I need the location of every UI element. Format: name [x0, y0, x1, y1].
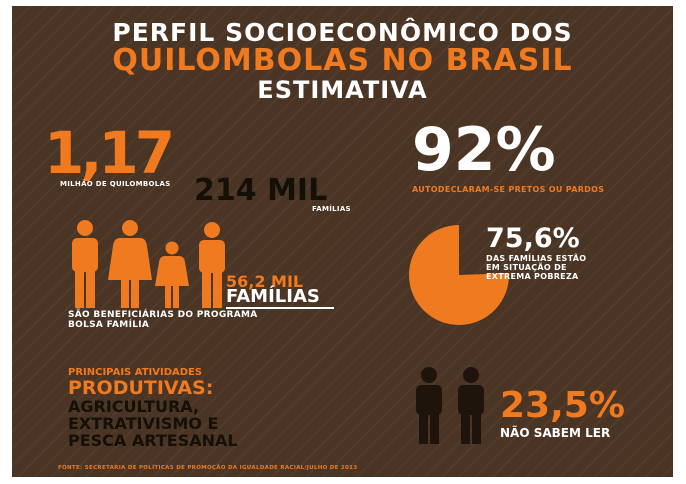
activities-heading-line-2: PRODUTIVAS:	[68, 377, 214, 399]
two-people-icon	[416, 367, 484, 444]
bolsa-underline	[226, 307, 334, 309]
bolsa-unit: FAMÍLIAS	[226, 286, 320, 307]
bolsa-value: 56,2 MIL	[226, 272, 304, 291]
activities-heading-line-1: PRINCIPAIS ATIVIDADES	[68, 367, 203, 378]
population-value: 1,17	[44, 119, 175, 187]
self-declared-label: AUTODECLARAM-SE PRETOS OU PARDOS	[412, 185, 605, 194]
families-label: FAMÍLIAS	[312, 205, 351, 213]
infographic-poster: PERFIL SOCIOECONÔMICO DOS QUILOMBOLAS NO…	[12, 6, 673, 477]
activities-line-2: EXTRATIVISMO E	[68, 414, 219, 433]
illiteracy-label: NÃO SABEM LER	[500, 426, 611, 440]
poverty-pie-icon	[409, 225, 509, 325]
poverty-label-line-2: EM SITUAÇÃO DE	[486, 263, 567, 272]
source-note: FONTE: SECRETARIA DE POLÍTICAS DE PROMOÇ…	[58, 465, 358, 471]
poverty-value: 75,6%	[486, 223, 580, 254]
family-icon	[72, 220, 225, 308]
families-value: 214 MIL	[194, 173, 328, 208]
title-line-3: ESTIMATIVA	[257, 76, 428, 104]
title-line-2: QUILOMBOLAS NO BRASIL	[112, 43, 573, 78]
poverty-label-line-1: DAS FAMÍLIAS ESTÃO	[486, 254, 587, 263]
activities-line-1: AGRICULTURA,	[68, 397, 200, 416]
population-label: MILHÃO DE QUILOMBOLAS	[60, 180, 171, 188]
activities-line-3: PESCA ARTESANAL	[68, 431, 238, 450]
poverty-label-line-3: EXTREMA POBREZA	[486, 272, 579, 281]
illiteracy-value: 23,5%	[500, 385, 625, 426]
title-line-1: PERFIL SOCIOECONÔMICO DOS	[112, 18, 573, 47]
bolsa-label-line-2: BOLSA FAMÍLIA	[68, 320, 150, 330]
poverty-pie-slice	[409, 225, 509, 325]
self-declared-value: 92%	[412, 115, 556, 185]
bolsa-label-line-1: SÃO BENEFICIÁRIAS DO PROGRAMA	[68, 310, 258, 320]
